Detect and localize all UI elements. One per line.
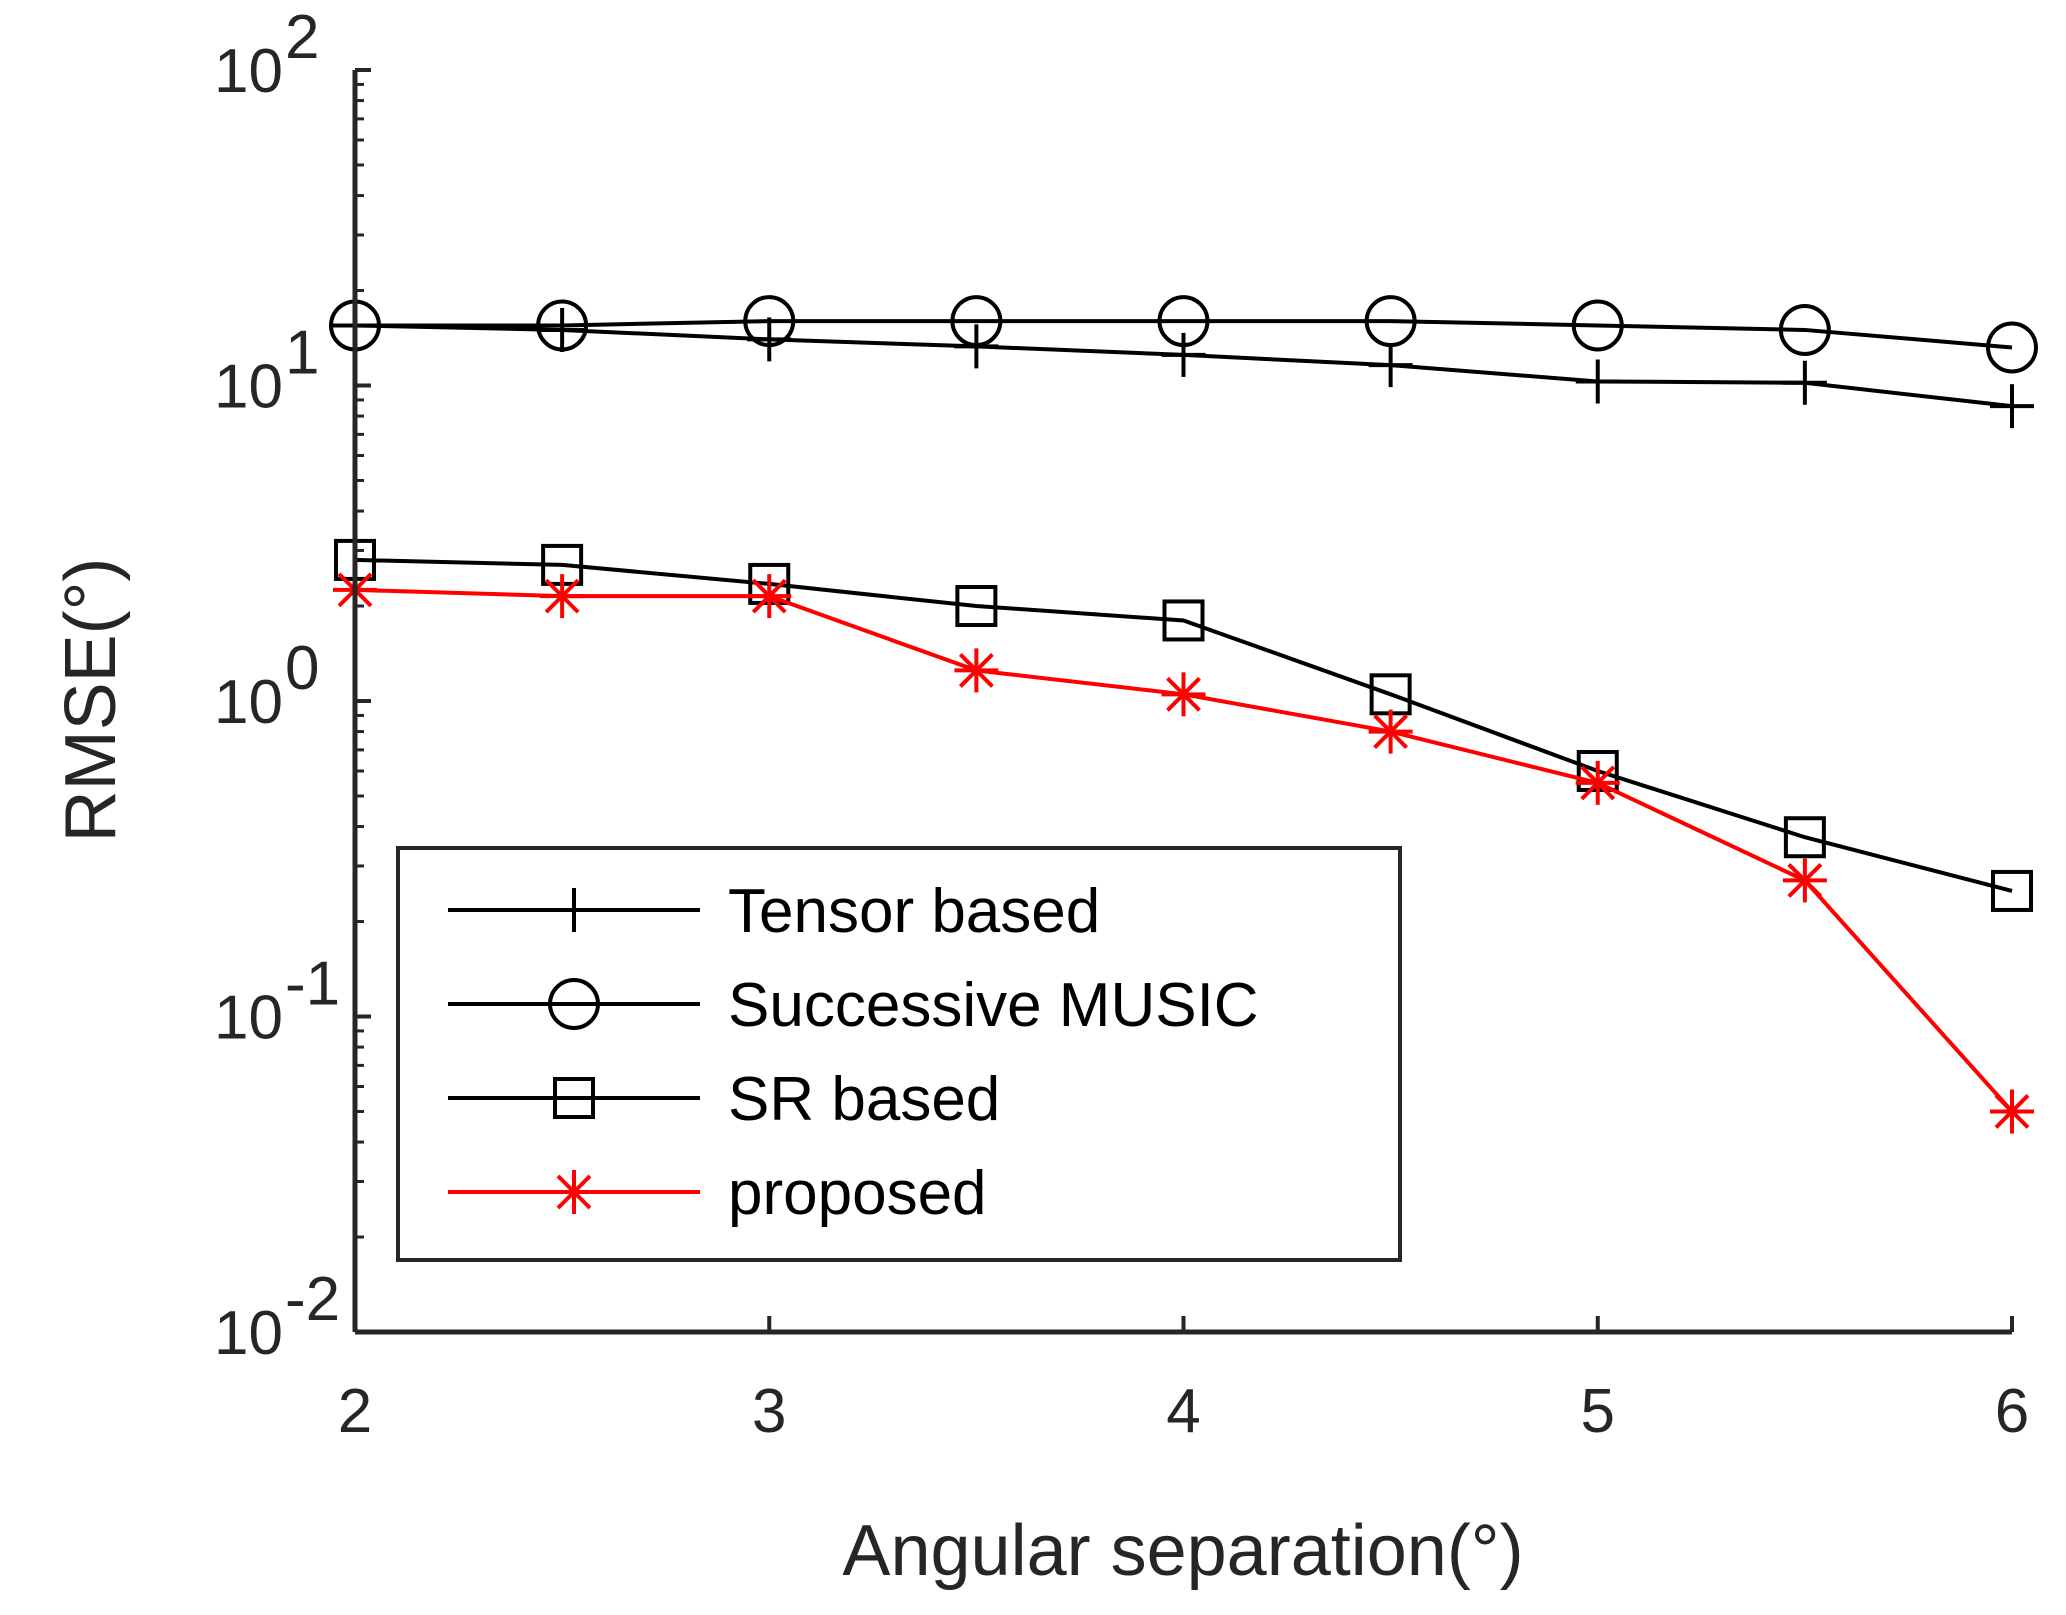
series-3-point-5 — [1368, 709, 1413, 754]
series-layer — [329, 295, 2038, 1134]
legend-marker-3-d2 — [556, 1174, 592, 1210]
series-3-point-2 — [747, 574, 792, 619]
series-1-point-3 — [950, 295, 1003, 348]
x-tick-label-1: 3 — [752, 1377, 786, 1446]
series-3-point-1 — [540, 574, 585, 619]
legend-marker-2 — [553, 1077, 595, 1119]
series-1-point-1 — [536, 299, 589, 352]
x-tick-label-2: 4 — [1166, 1377, 1200, 1446]
series-1-point-4 — [1157, 295, 1210, 348]
series-1-point-5-ring — [1364, 295, 1417, 348]
legend-label-2: SR based — [728, 1065, 1000, 1134]
y-tick-exponent-4: 2 — [285, 3, 319, 72]
y-tick-label-2: 10 — [214, 668, 283, 737]
series-2-point-8 — [1991, 869, 2033, 912]
series-3-point-5-d2 — [1373, 714, 1409, 749]
series-0-point-8 — [1990, 384, 2034, 429]
series-3-point-8-d2 — [1994, 1094, 2030, 1129]
series-3-point-4 — [1161, 672, 1206, 717]
legend-items: Tensor based Successive MUSIC SR based prop… — [448, 877, 1259, 1228]
series-2-point-4-box — [1162, 599, 1205, 642]
series-3-point-3-d2 — [958, 653, 994, 688]
x-axis-title: Angular separation(°) — [842, 1511, 1523, 1591]
series-0-point-7 — [1782, 360, 1827, 405]
y-tick-exponent-3: 1 — [285, 319, 319, 388]
y-tick-exponent-0: -2 — [285, 1265, 340, 1334]
legend-marker-2-box — [553, 1077, 595, 1119]
series-1-point-8-ring — [1986, 321, 2038, 374]
series-3-point-6-d2 — [1580, 765, 1616, 801]
series-0-point-1 — [540, 307, 585, 352]
series-1-point-3-ring — [950, 295, 1003, 348]
y-tick-label-4: 10 — [214, 37, 283, 106]
series-3-point-7 — [1782, 858, 1827, 903]
series-2-point-3-box — [955, 585, 998, 628]
series-line-1 — [355, 319, 2013, 350]
series-1-point-1-ring — [536, 299, 589, 352]
series-1-point-7-ring — [1778, 303, 1831, 356]
series-3-point-6 — [1575, 760, 1620, 805]
y-tick-exponent-2: 0 — [285, 634, 319, 703]
series-0-point-6 — [1575, 359, 1620, 404]
x-tick-label-0: 2 — [338, 1377, 372, 1446]
series-2-point-4 — [1162, 599, 1205, 642]
x-tick-layer: 2 3 4 5 6 — [338, 1316, 2029, 1446]
legend-label-3: proposed — [728, 1159, 987, 1228]
x-tick-label-3: 5 — [1581, 1377, 1615, 1446]
series-3-point-8 — [1990, 1089, 2034, 1134]
series-3-point-1-d2 — [544, 578, 580, 614]
series-2-point-3 — [955, 585, 998, 628]
y-tick-exponent-1: -1 — [285, 950, 340, 1019]
series-1-point-4-ring — [1157, 295, 1210, 348]
legend: Tensor based Successive MUSIC SR based prop… — [396, 846, 1402, 1262]
series-2-point-7-box — [1783, 816, 1826, 859]
legend-marker-0 — [552, 888, 596, 932]
series-line-2 — [354, 557, 2013, 893]
legend-box — [396, 846, 1402, 1262]
legend-marker-3 — [552, 1170, 596, 1214]
series-3-point-2-d2 — [751, 578, 787, 614]
series-3-point-3 — [954, 648, 999, 693]
series-0-point-4 — [1161, 332, 1206, 377]
series-1-point-6 — [1571, 299, 1624, 352]
series-1-point-5 — [1364, 295, 1417, 348]
legend-label-1: Successive MUSIC — [728, 971, 1259, 1040]
y-axis-title: RMSE(°) — [51, 558, 131, 843]
legend-marker-1-ring — [548, 978, 600, 1030]
y-tick-label-3: 10 — [214, 353, 283, 422]
y-tick-label-0: 10 — [214, 1299, 283, 1368]
series-0-point-5 — [1368, 343, 1413, 388]
series-1-point-2-ring — [743, 295, 796, 348]
y-tick-label-1: 10 — [214, 984, 283, 1053]
series-1-point-7 — [1778, 303, 1831, 356]
series-2-point-7 — [1783, 816, 1826, 859]
series-2-point-8-box — [1991, 869, 2033, 912]
x-tick-label-4: 6 — [1995, 1377, 2029, 1446]
series-3-point-4-d2 — [1166, 676, 1201, 712]
series-3-point-7-d2 — [1787, 862, 1823, 898]
series-1-point-2 — [743, 295, 796, 348]
legend-label-0: Tensor based — [728, 877, 1100, 946]
series-1-point-8 — [1986, 321, 2038, 374]
series-1-point-6-ring — [1571, 299, 1624, 352]
legend-marker-1 — [548, 978, 600, 1030]
